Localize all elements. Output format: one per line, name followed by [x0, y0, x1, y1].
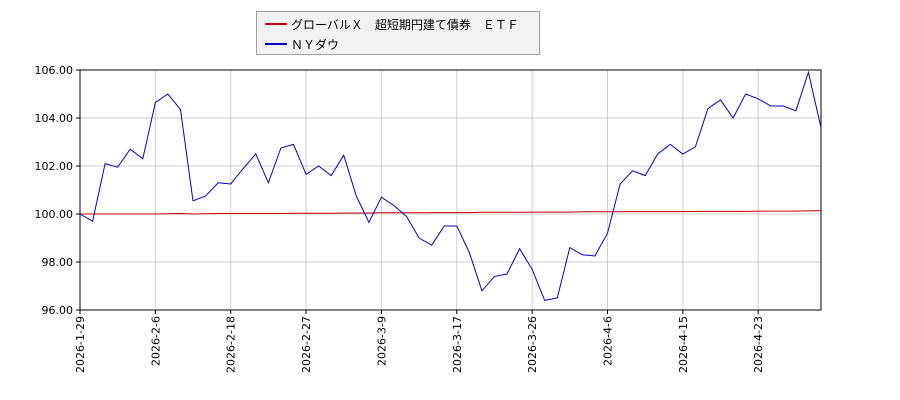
series-lines	[79, 70, 822, 301]
x-tick-label: 2026-2-6	[149, 316, 162, 366]
y-tick-label: 106.00	[35, 64, 74, 77]
y-tick-label: 98.00	[42, 256, 74, 269]
x-tick-label: 2026-3-17	[451, 316, 464, 373]
x-tick-label: 2026-1-29	[74, 316, 87, 373]
axes	[76, 69, 822, 314]
y-tick-label: 96.00	[42, 304, 74, 317]
legend: グローバルＸ 超短期円建て債券 ＥＴＦ ＮＹダウ	[256, 11, 540, 55]
x-tick-label: 2026-3-9	[375, 316, 388, 366]
x-tick-label: 2026-4-6	[601, 316, 614, 366]
y-tick-label: 100.00	[35, 208, 74, 221]
legend-label-ny-dow: ＮＹダウ	[291, 37, 340, 52]
series-line-bond-etf	[80, 210, 822, 215]
y-tick-label: 104.00	[35, 112, 74, 125]
plot-area	[80, 70, 821, 310]
y-tick-label: 102.00	[35, 160, 74, 173]
legend-swatch-bond-etf	[265, 23, 287, 25]
x-tick-labels: 2026-1-29 2026-2-6 2026-2-18 2026-2-27 2026-…	[74, 316, 765, 373]
x-tick-label: 2026-3-26	[526, 316, 539, 373]
x-tick-label: 2026-4-15	[677, 316, 690, 373]
x-tick-label: 2026-2-18	[225, 316, 238, 373]
x-tick-label: 2026-2-27	[300, 316, 313, 373]
legend-label-bond-etf: グローバルＸ 超短期円建て債券 ＥＴＦ	[291, 17, 519, 32]
legend-swatch-ny-dow	[265, 43, 287, 45]
plot-frame	[79, 69, 822, 311]
y-tick-labels: 96.00 98.00 100.00 102.00 104.00 106.00	[35, 64, 74, 317]
x-tick-label: 2026-4-23	[752, 316, 765, 373]
series-line-ny-dow	[79, 70, 822, 301]
